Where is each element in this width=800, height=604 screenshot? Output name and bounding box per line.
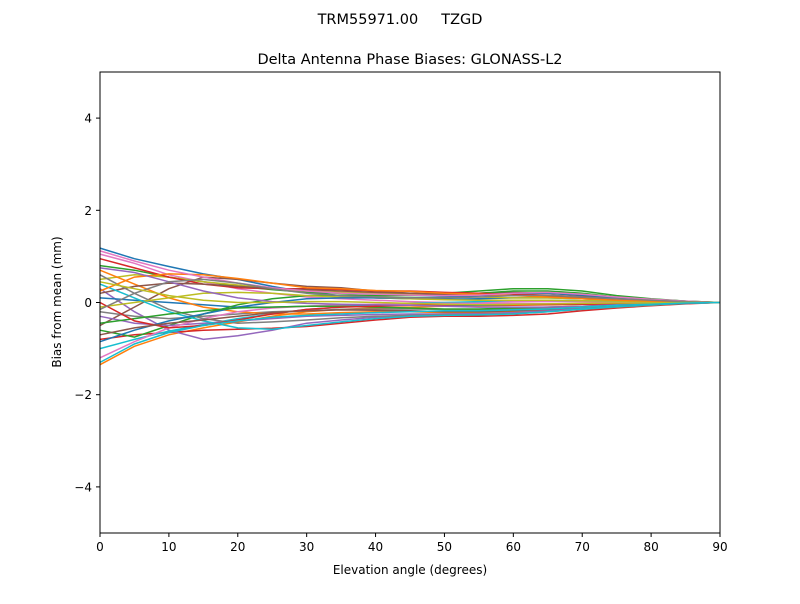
- series-line-30: [99, 301, 721, 364]
- x-tick-label: 60: [506, 540, 521, 554]
- series-line-4: [99, 301, 721, 341]
- y-axis-label: Bias from mean (mm): [50, 236, 64, 367]
- x-tick-label: 30: [299, 540, 314, 554]
- x-tick-label: 80: [643, 540, 658, 554]
- series-line-28: [99, 278, 721, 311]
- y-tick-label: 4: [84, 112, 92, 126]
- series-line-22: [99, 273, 721, 304]
- y-tick-label: 0: [84, 296, 92, 310]
- series-line-29: [99, 281, 720, 306]
- x-tick-label: 50: [437, 540, 452, 554]
- x-tick-label: 40: [368, 540, 383, 554]
- x-tick-label: 0: [96, 540, 104, 554]
- y-tick-label: −4: [74, 480, 92, 494]
- series-line-20: [99, 283, 721, 330]
- y-tick-label: −2: [74, 388, 92, 402]
- series-lines: [99, 247, 721, 366]
- x-axis-label: Elevation angle (degrees): [333, 563, 487, 577]
- chart-title: Delta Antenna Phase Biases: GLONASS-L2: [257, 52, 562, 68]
- x-tick-label: 90: [712, 540, 727, 554]
- y-tick-label: 2: [84, 204, 92, 218]
- x-tick-label: 70: [575, 540, 590, 554]
- x-tick-label: 10: [161, 540, 176, 554]
- x-tick-label: 20: [230, 540, 245, 554]
- series-line-19: [99, 291, 721, 308]
- y-axis-ticks: −4 −2 0 2 4: [74, 112, 100, 494]
- chart-suptitle: TRM55971.00 TZGD: [317, 12, 483, 28]
- x-axis-ticks: 0 10 20 30 40 50 60 70 80 90: [96, 533, 728, 554]
- series-line-27: [99, 250, 721, 304]
